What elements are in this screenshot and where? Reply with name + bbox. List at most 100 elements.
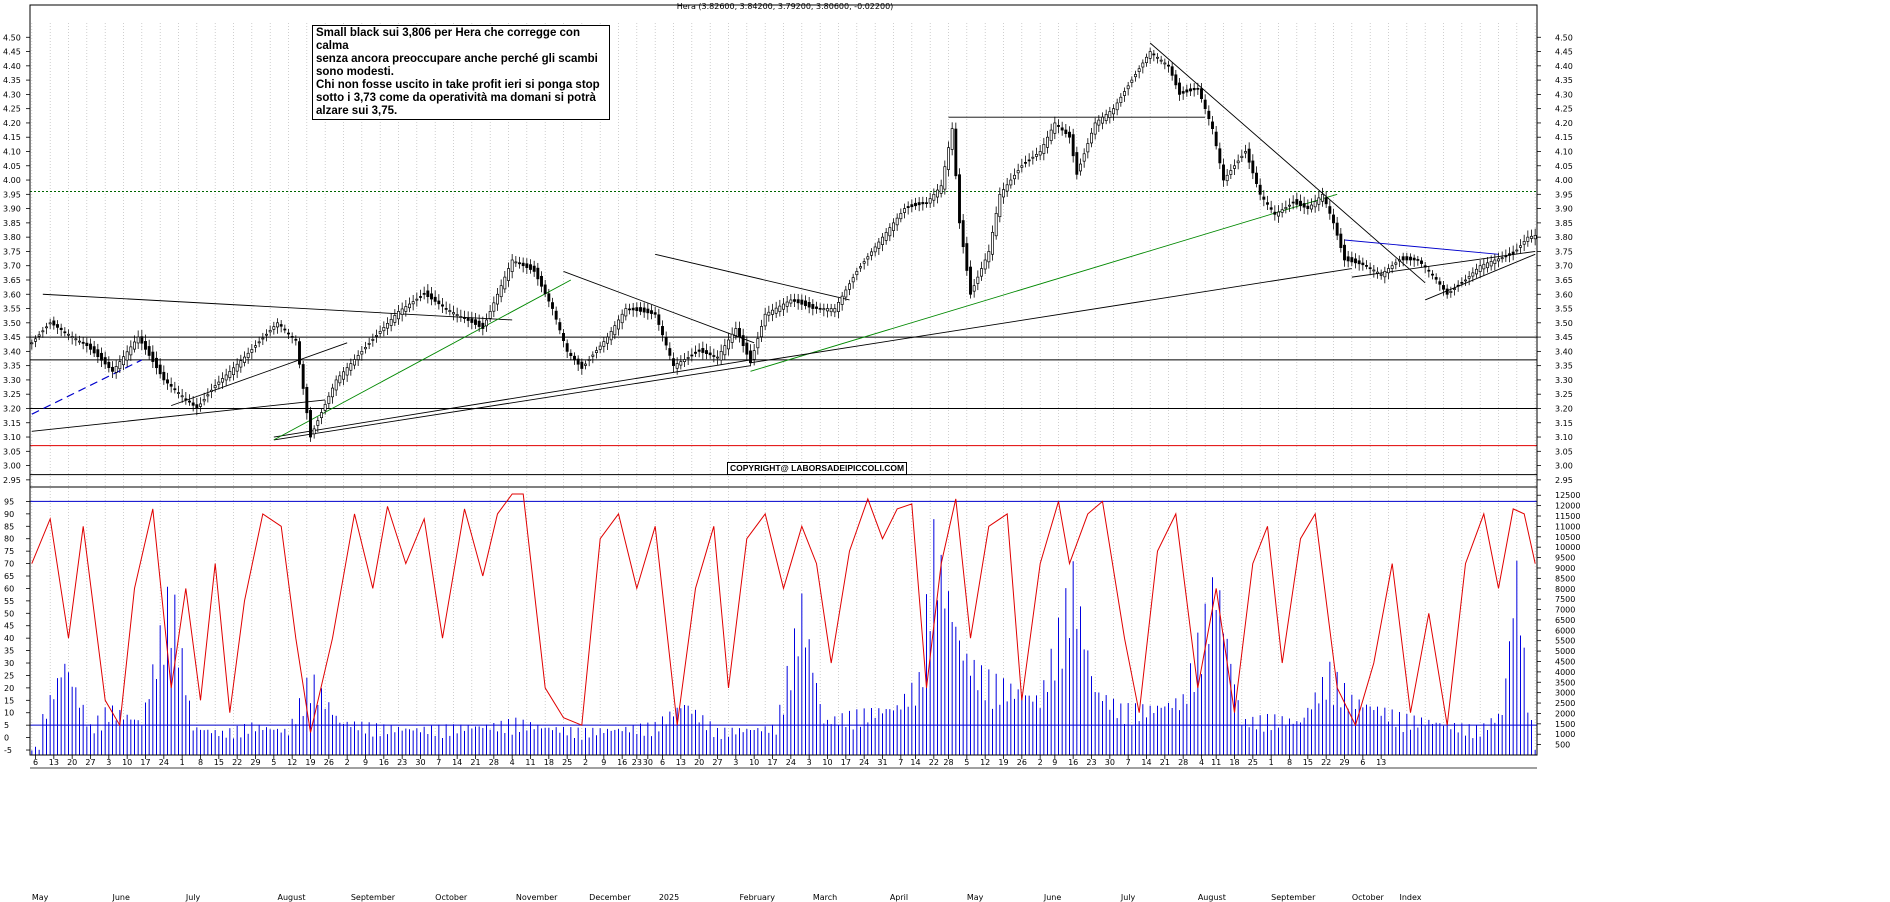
candle-body [1467, 276, 1471, 279]
candle-body [364, 347, 367, 350]
trend-line [42, 293, 513, 321]
month-label: November [516, 893, 558, 902]
candle-body [1284, 207, 1288, 210]
candle-body [525, 263, 529, 268]
chart-title: Hera (3.82600, 3.84200, 3.79200, 3.80600… [677, 2, 894, 11]
trend-line [563, 270, 755, 344]
price-tick-label: 4.45 [3, 48, 21, 57]
candle-body [1200, 88, 1203, 100]
analysis-note: Small black sui 3,806 per Hera che corre… [312, 25, 610, 120]
day-label: 23 [632, 758, 642, 767]
volume-tick-label: 8000 [1555, 585, 1575, 594]
candle-body [529, 264, 532, 270]
day-label: 28 [489, 758, 499, 767]
day-label: 2 [583, 758, 588, 767]
candle-body [52, 320, 56, 326]
candle-body [1273, 211, 1277, 215]
candle-body [1431, 273, 1434, 276]
candle-body [448, 310, 452, 313]
candle-body [1141, 62, 1145, 68]
day-label: 21 [1160, 758, 1170, 767]
candle-body [910, 204, 914, 208]
candle-body [184, 398, 188, 401]
volume-tick-label: 9000 [1555, 564, 1575, 573]
candle-body [1317, 197, 1321, 205]
candle-body [1126, 85, 1130, 90]
copyright-watermark: COPYRIGHT@ LABORSADEIPICCOLI.COM [727, 462, 908, 475]
candle-body [122, 356, 125, 366]
trend-line [273, 279, 572, 441]
candle-body [602, 341, 606, 347]
candle-body [342, 371, 345, 380]
candle-body [789, 299, 793, 304]
candle-body [1354, 258, 1357, 264]
candle-body [30, 342, 34, 345]
candle-body [576, 358, 580, 365]
candle-body [257, 341, 261, 344]
candle-body [1343, 244, 1346, 261]
candle-body [481, 322, 485, 329]
candle-body [415, 298, 419, 301]
candle-body [114, 366, 118, 373]
month-label: October [1352, 893, 1385, 902]
candle-body [954, 128, 958, 177]
month-label: Index [1400, 893, 1422, 902]
candle-body [188, 400, 191, 403]
candle-body [441, 304, 444, 307]
day-label: 12 [287, 758, 297, 767]
candle-body [411, 301, 415, 305]
candle-body [1196, 88, 1200, 90]
day-label: 4 [1199, 758, 1204, 767]
candle-body [1068, 131, 1071, 138]
candle-body [565, 343, 569, 352]
candle-body [349, 363, 353, 371]
candle-body [730, 333, 734, 343]
price-tick-label: 4.05 [3, 162, 21, 171]
candle-body [642, 307, 646, 313]
candle-body [1412, 257, 1416, 261]
candle-body [708, 352, 712, 356]
candle-body [1280, 209, 1284, 213]
candle-body [1005, 184, 1009, 192]
price-tick-label: 3.75 [3, 247, 21, 256]
day-label: 20 [67, 758, 77, 767]
candle-body [393, 315, 397, 323]
candle-body [1207, 110, 1211, 120]
candle-body [466, 317, 470, 321]
candle-body [969, 266, 972, 295]
candle-body [1321, 193, 1324, 202]
candle-body [1079, 163, 1082, 172]
candle-body [1240, 155, 1244, 158]
candle-body [1420, 260, 1423, 264]
osc-tick-label: 80 [4, 535, 14, 544]
day-label: 28 [943, 758, 953, 767]
price-tick-label: 4.15 [1555, 133, 1573, 142]
day-label: 30 [1105, 758, 1115, 767]
candle-body [1167, 64, 1170, 67]
day-label: 13 [1376, 758, 1386, 767]
candle-body [606, 336, 609, 344]
candle-body [1324, 197, 1328, 205]
candle-body [1130, 79, 1134, 83]
candle-body [804, 300, 807, 307]
trend-line [655, 253, 850, 301]
candle-body [532, 265, 536, 272]
candle-body [309, 410, 312, 438]
candle-body [140, 336, 144, 344]
candle-body [1108, 111, 1112, 118]
candle-body [837, 302, 840, 312]
candle-body [1526, 236, 1530, 242]
candle-body [1409, 256, 1412, 261]
candle-body [356, 355, 360, 360]
price-tick-label: 3.20 [3, 404, 21, 413]
candle-body [103, 357, 107, 365]
note-line: Small black sui 3,806 per Hera che corre… [316, 27, 580, 52]
candle-body [1192, 88, 1196, 91]
candle-body [217, 381, 221, 385]
candle-body [697, 349, 701, 352]
candle-body [34, 338, 37, 342]
candle-body [1405, 256, 1409, 261]
candle-body [745, 342, 749, 355]
month-label: March [813, 893, 837, 902]
price-tick-label: 4.35 [3, 76, 21, 85]
